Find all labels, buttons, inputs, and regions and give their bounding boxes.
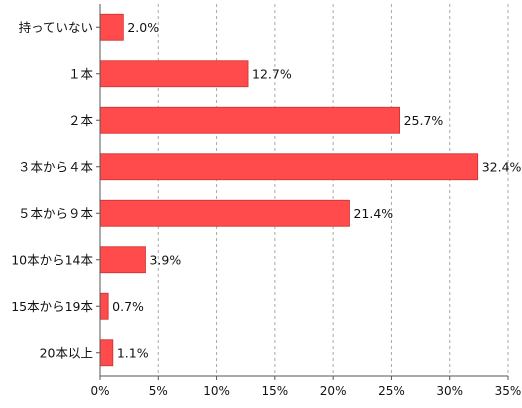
value-label: 1.1%: [117, 345, 149, 360]
value-label: 0.7%: [112, 299, 144, 314]
value-label: 12.7%: [252, 66, 292, 81]
category-label: １本: [68, 66, 94, 81]
value-label: 32.4%: [482, 159, 522, 174]
gridlines: [157, 4, 509, 376]
x-tick-label: 10%: [203, 384, 230, 398]
x-tick-label: 35%: [495, 384, 522, 398]
x-tick-label: 0%: [90, 384, 109, 398]
category-label: 20本以上: [40, 345, 93, 360]
x-tick-label: 30%: [436, 384, 463, 398]
category-label: 15本から19本: [11, 299, 93, 314]
category-label: ２本: [68, 113, 94, 128]
category-label: 持っていない: [19, 20, 93, 35]
bar: [99, 292, 109, 320]
value-label: 2.0%: [127, 20, 159, 35]
x-tick-label: 15%: [262, 384, 289, 398]
bar: [99, 246, 146, 274]
value-label: 25.7%: [404, 113, 444, 128]
bar: [99, 339, 114, 367]
x-tick-label: 25%: [378, 384, 405, 398]
bars: [99, 13, 479, 367]
category-label: 10本から14本: [11, 252, 93, 267]
bar: [99, 106, 400, 134]
labels: 0% 5% 10% 15% 20% 25% 30% 35% 持っていない 2.0% １本 12.7% ２…: [11, 20, 521, 398]
x-tick-label: 5%: [149, 384, 168, 398]
bar: [99, 60, 249, 88]
value-label: 21.4%: [353, 206, 393, 221]
category-label: ３本から４本: [18, 159, 94, 174]
axes: [96, 4, 509, 380]
x-tick-label: 20%: [320, 384, 347, 398]
bar: [99, 153, 479, 181]
bar: [99, 199, 350, 227]
category-label: ５本から９本: [18, 206, 94, 221]
bar: [99, 13, 124, 41]
value-label: 3.9%: [149, 252, 181, 267]
